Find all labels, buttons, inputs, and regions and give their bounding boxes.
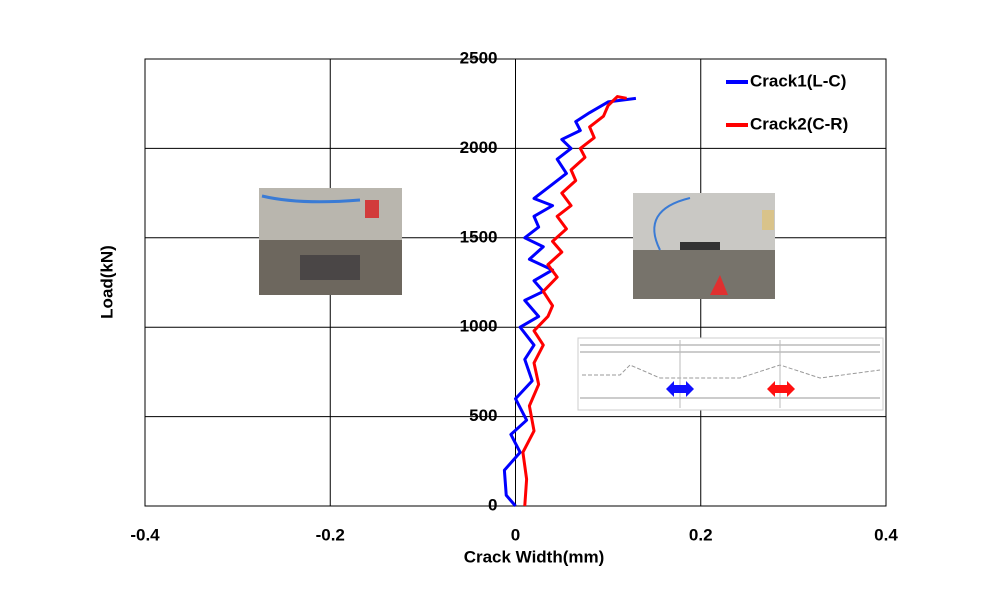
legend-label: Crack1(L-C)	[750, 71, 846, 90]
photo-left	[259, 188, 402, 295]
x-axis-title: Crack Width(mm)	[464, 547, 605, 566]
x-tick-label: 0	[511, 525, 520, 544]
inset-diagram	[577, 337, 884, 411]
x-tick-label: 0.4	[874, 525, 898, 544]
y-tick-label: 1000	[460, 317, 498, 336]
y-axis-title: Load(kN)	[97, 245, 116, 319]
x-tick-label: -0.4	[130, 525, 160, 544]
photo-right	[633, 193, 775, 299]
data-line	[502, 96, 637, 507]
data-line	[521, 95, 627, 507]
legend-label: Crack2(C-R)	[750, 114, 848, 133]
x-tick-label: -0.2	[316, 525, 345, 544]
y-tick-label: 2000	[460, 138, 498, 157]
y-tick-label: 500	[469, 406, 497, 425]
y-tick-label: 1500	[460, 227, 498, 246]
y-tick-label: 2500	[460, 48, 498, 67]
x-tick-label: 0.2	[689, 525, 713, 544]
y-tick-label: 0	[488, 495, 497, 514]
